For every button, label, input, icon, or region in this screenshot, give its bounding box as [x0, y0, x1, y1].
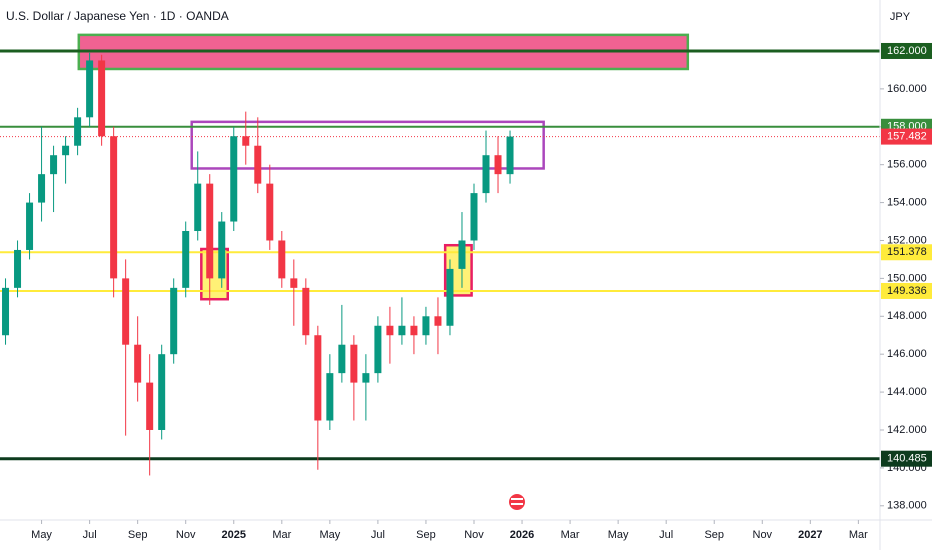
- candle-body: [458, 240, 466, 269]
- x-tick-label: Nov: [464, 529, 484, 541]
- candle-body: [410, 325, 418, 336]
- x-tick-label: May: [31, 529, 52, 541]
- level-label: 151.378: [887, 246, 927, 258]
- y-tick-label: 138.000: [887, 500, 927, 512]
- candle-body: [86, 60, 94, 118]
- candle-body: [398, 325, 406, 336]
- candle-body: [386, 325, 394, 336]
- x-tick-label: 2027: [798, 529, 822, 541]
- x-tick-label: Jul: [659, 529, 673, 541]
- candle-body: [422, 316, 430, 336]
- y-tick-label: 160.000: [887, 83, 927, 95]
- x-tick-label: 2026: [510, 529, 534, 541]
- candle-body: [74, 117, 82, 146]
- candle-body: [122, 278, 130, 345]
- candle-body: [314, 335, 322, 421]
- candle-body: [482, 155, 490, 194]
- x-tick-label: Jul: [371, 529, 385, 541]
- level-label-bg: [881, 282, 932, 299]
- candle-body: [350, 344, 358, 383]
- axes: 138.000140.000142.000144.000146.000148.0…: [31, 42, 932, 541]
- x-tick-label: Sep: [704, 529, 724, 541]
- y-tick-label: 142.000: [887, 424, 927, 436]
- candle-body: [50, 155, 58, 175]
- candle-body: [2, 287, 10, 336]
- x-tick-label: Nov: [753, 529, 773, 541]
- x-tick-label: Nov: [176, 529, 196, 541]
- level-label-bg: [881, 244, 932, 261]
- candle-body: [266, 183, 274, 241]
- y-tick-label: 152.000: [887, 234, 927, 246]
- candle-body: [14, 249, 22, 288]
- candle-body: [158, 354, 166, 430]
- x-tick-label: 2025: [222, 529, 246, 541]
- candle-body: [362, 373, 370, 383]
- level-label: 162.000: [887, 45, 927, 57]
- x-tick-label: Mar: [272, 529, 291, 541]
- candle-body: [26, 202, 34, 250]
- level-label: 157.482: [887, 131, 927, 143]
- level-label-bg: [881, 450, 932, 467]
- y-tick-label: 146.000: [887, 348, 927, 360]
- candle-body: [218, 221, 226, 279]
- candle-body: [98, 60, 106, 137]
- x-tick-label: Sep: [128, 529, 148, 541]
- plot-area: [0, 33, 880, 476]
- level-label: 140.485: [887, 453, 927, 465]
- candle-body: [434, 316, 442, 326]
- level-label: 149.336: [887, 285, 927, 297]
- x-tick-label: Sep: [416, 529, 436, 541]
- candle-body: [38, 174, 46, 203]
- candle-body: [470, 193, 478, 241]
- candle-body: [338, 344, 346, 374]
- candle-body: [242, 136, 250, 146]
- candle-body: [254, 145, 262, 184]
- candle-body: [326, 373, 334, 421]
- event-icon: [509, 494, 525, 510]
- candle-body: [110, 136, 118, 279]
- zone: [190, 120, 545, 170]
- candle-body: [62, 145, 70, 156]
- axis-label: JPY: [890, 11, 911, 23]
- x-tick-label: Mar: [561, 529, 580, 541]
- candle-body: [446, 268, 454, 326]
- candle-body: [278, 240, 286, 279]
- candle-body: [230, 136, 238, 222]
- candle-body: [374, 325, 382, 374]
- level-label-bg: [881, 128, 932, 145]
- y-tick-label: 150.000: [887, 272, 927, 284]
- candle-body: [170, 287, 178, 355]
- x-tick-label: Mar: [849, 529, 868, 541]
- y-tick-label: 148.000: [887, 310, 927, 322]
- y-tick-label: 156.000: [887, 159, 927, 171]
- candle-body: [290, 278, 298, 288]
- chart-title: U.S. Dollar / Japanese Yen · 1D · OANDA: [6, 9, 229, 23]
- candle-body: [206, 183, 214, 279]
- y-tick-label: 144.000: [887, 386, 927, 398]
- candle-body: [182, 231, 190, 288]
- candle-body: [494, 155, 502, 175]
- x-tick-label: May: [319, 529, 340, 541]
- level-label-bg: [881, 42, 932, 59]
- candle-body: [146, 382, 154, 430]
- candle-body: [302, 287, 310, 336]
- y-tick-label: 154.000: [887, 196, 927, 208]
- candle-body: [134, 344, 142, 383]
- candle-body: [506, 136, 514, 175]
- x-tick-label: May: [608, 529, 629, 541]
- x-tick-label: Jul: [83, 529, 97, 541]
- candle-body: [194, 183, 202, 232]
